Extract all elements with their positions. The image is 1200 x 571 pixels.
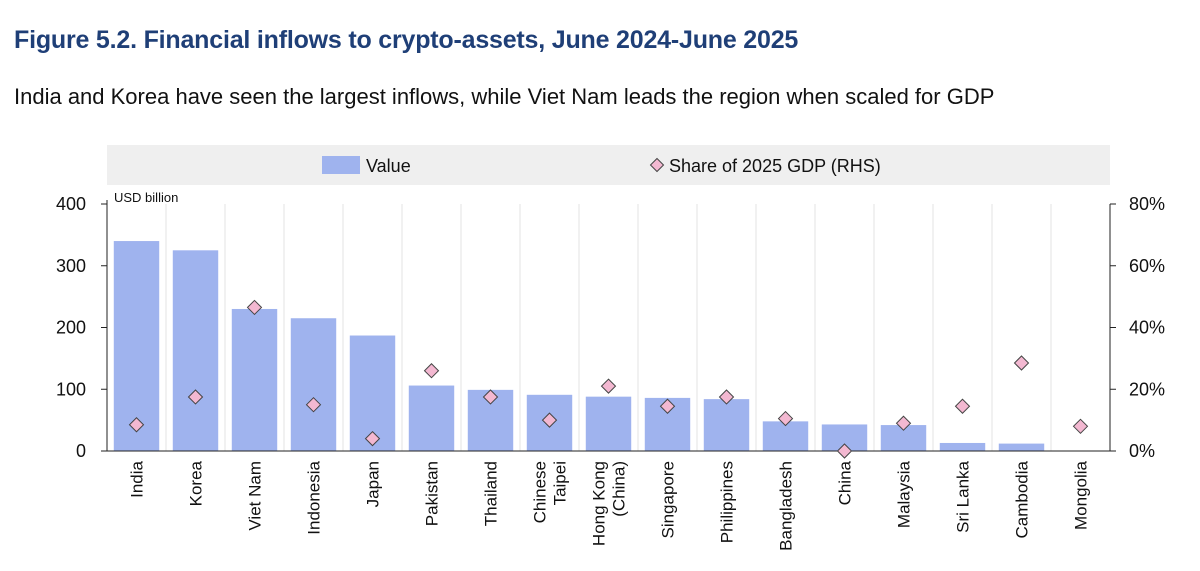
- category-label: (China): [610, 461, 629, 517]
- bar-value: [939, 442, 986, 451]
- marker-gdp-share: [836, 443, 853, 459]
- category-label: India: [128, 460, 147, 497]
- legend-background: [107, 145, 1110, 185]
- bar-value: [113, 241, 160, 451]
- bar-value: [172, 250, 219, 451]
- right-axis-tick-label: 40%: [1129, 318, 1165, 338]
- marker-gdp-share: [305, 396, 322, 413]
- left-axis-unit: USD billion: [114, 190, 178, 205]
- marker-gdp-share: [482, 389, 499, 405]
- category-label: Philippines: [718, 461, 737, 543]
- legend-label-value: Value: [366, 156, 411, 176]
- marker-gdp-share: [895, 415, 912, 431]
- marker-gdp-share: [246, 299, 263, 316]
- right-axis-tick-label: 20%: [1129, 379, 1165, 399]
- right-axis-tick-label: 0%: [1129, 441, 1155, 461]
- category-label: Sri Lanka: [954, 460, 973, 532]
- legend-marker-swatch: [649, 157, 665, 173]
- bar-value: [762, 421, 809, 451]
- category-label: Mongolia: [1072, 460, 1091, 530]
- legend-bar-swatch: [322, 156, 360, 174]
- category-label: Pakistan: [423, 461, 442, 526]
- marker-gdp-share: [128, 417, 145, 433]
- left-axis-tick-label: 0: [76, 441, 86, 461]
- marker-gdp-share: [718, 389, 735, 405]
- marker-gdp-share: [600, 378, 617, 394]
- category-label: Taipei: [551, 461, 570, 505]
- marker-gdp-share: [777, 410, 794, 427]
- category-label: Korea: [187, 460, 206, 506]
- left-axis-tick-label: 300: [56, 256, 86, 276]
- left-axis-tick-label: 200: [56, 318, 86, 338]
- category-label: Bangladesh: [777, 461, 796, 551]
- marker-gdp-share: [364, 430, 381, 447]
- bar-value: [998, 443, 1045, 451]
- bar-value: [290, 318, 337, 451]
- right-axis-tick-label: 60%: [1129, 256, 1165, 276]
- category-label: Cambodia: [1013, 460, 1032, 538]
- marker-gdp-share: [187, 389, 204, 405]
- marker-gdp-share: [1013, 355, 1030, 371]
- category-label: Indonesia: [305, 460, 324, 534]
- right-axis-tick-label: 80%: [1129, 194, 1165, 214]
- left-axis-tick-label: 100: [56, 379, 86, 399]
- category-label: Viet Nam: [246, 461, 265, 531]
- bar-value: [585, 396, 632, 451]
- legend-label-gdp-share: Share of 2025 GDP (RHS): [669, 156, 881, 176]
- left-axis-tick-label: 400: [56, 194, 86, 214]
- marker-gdp-share: [541, 412, 558, 428]
- category-label: Malaysia: [895, 460, 914, 528]
- category-label: Japan: [364, 461, 383, 507]
- chart-subtitle: India and Korea have seen the largest in…: [14, 84, 995, 109]
- marker-gdp-share: [659, 398, 676, 414]
- marker-gdp-share: [1072, 418, 1089, 435]
- category-label: Chinese: [531, 461, 550, 523]
- chart-title: Figure 5.2. Financial inflows to crypto-…: [14, 26, 799, 54]
- bar-value: [231, 308, 278, 451]
- bar-value: [408, 385, 455, 451]
- category-label: Thailand: [482, 461, 501, 526]
- bar-value: [703, 399, 750, 451]
- category-label: Hong Kong: [590, 461, 609, 546]
- marker-gdp-share: [423, 363, 440, 379]
- marker-gdp-share: [954, 398, 971, 414]
- category-label: China: [836, 460, 855, 505]
- category-label: Singapore: [659, 461, 678, 539]
